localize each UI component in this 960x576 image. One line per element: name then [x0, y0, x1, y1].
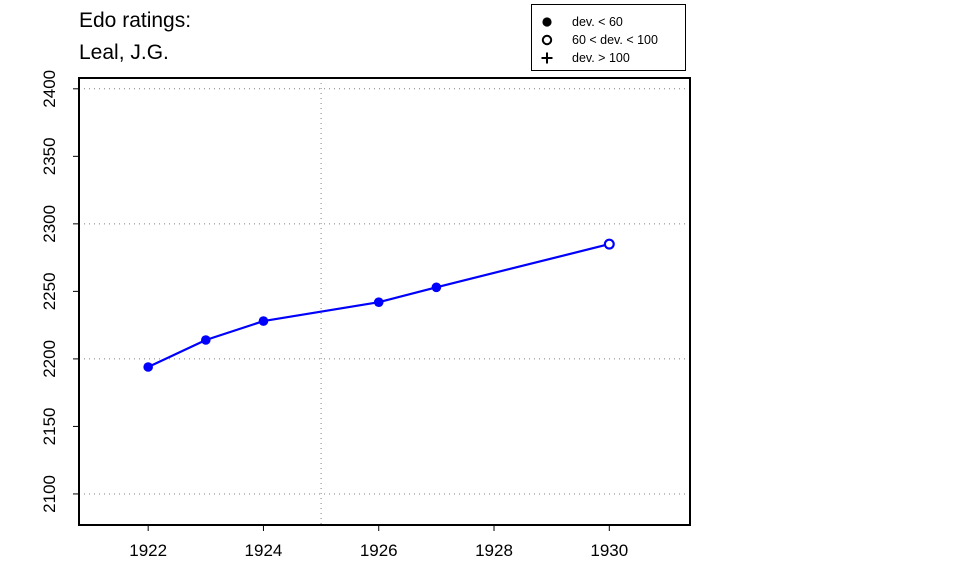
series-line: [147, 243, 610, 368]
grid-lines: [79, 78, 690, 525]
legend-label: dev. < 60: [572, 15, 623, 29]
y-tick-label: 2250: [40, 272, 59, 310]
data-point: [201, 335, 211, 345]
legend-item-high-dev: dev. > 100: [532, 49, 687, 67]
legend-label: 60 < dev. < 100: [572, 33, 658, 47]
y-tick-label: 2300: [40, 205, 59, 243]
x-axis: 1922 1924 1926 1928 1930: [129, 525, 628, 560]
plot-frame: [78, 77, 691, 526]
y-tick-label: 2100: [40, 475, 59, 513]
y-tick-label: 2200: [40, 340, 59, 378]
data-point-open: [603, 238, 615, 250]
x-tick-label: 1926: [360, 541, 398, 560]
legend-item-low-dev: dev. < 60: [532, 13, 687, 31]
chart-title-line2: Leal, J.G.: [79, 41, 169, 64]
data-point: [143, 362, 153, 372]
chart-title-line1: Edo ratings:: [79, 9, 192, 32]
open-circle-icon: [541, 34, 553, 46]
rating-series: [143, 238, 615, 372]
x-tick-label: 1924: [245, 541, 283, 560]
data-point: [258, 316, 269, 326]
data-point: [431, 282, 442, 293]
legend-item-mid-dev: 60 < dev. < 100: [532, 31, 687, 49]
legend: dev. < 60 60 < dev. < 100 dev. > 100: [531, 4, 686, 71]
filled-circle-icon: [542, 17, 552, 27]
y-tick-label: 2350: [40, 137, 59, 175]
plus-icon: [541, 52, 553, 64]
y-tick-label: 2400: [40, 70, 59, 108]
x-tick-label: 1930: [590, 541, 628, 560]
y-axis: 2100 2150 2200 2250 2300 2350 2400: [40, 70, 79, 513]
y-tick-label: 2150: [40, 408, 59, 446]
x-tick-label: 1922: [129, 541, 167, 560]
x-tick-label: 1928: [475, 541, 513, 560]
data-point: [373, 297, 384, 307]
legend-label: dev. > 100: [572, 51, 630, 65]
